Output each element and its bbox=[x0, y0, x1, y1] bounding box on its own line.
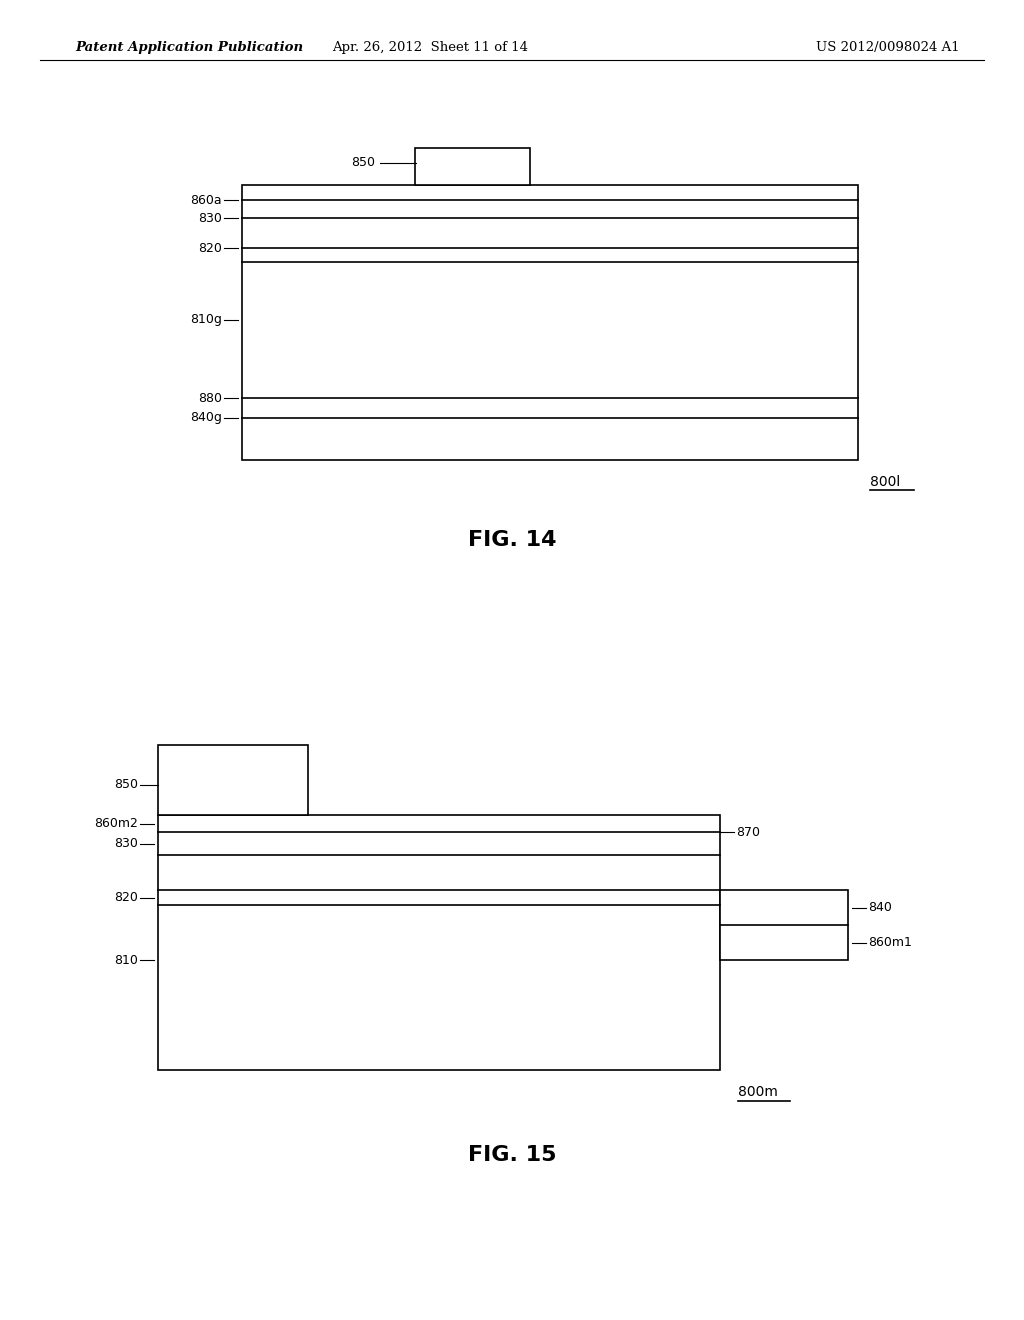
Bar bbox=[415, 148, 530, 185]
Text: 820: 820 bbox=[198, 242, 222, 255]
Text: 880: 880 bbox=[198, 392, 222, 404]
Text: FIG. 14: FIG. 14 bbox=[468, 531, 556, 550]
Text: 850: 850 bbox=[351, 157, 375, 169]
Bar bbox=[720, 890, 848, 960]
Text: 800m: 800m bbox=[738, 1085, 778, 1100]
Text: 860m2: 860m2 bbox=[94, 817, 138, 830]
Text: 840g: 840g bbox=[190, 412, 222, 425]
Bar bbox=[242, 185, 858, 459]
Text: 840: 840 bbox=[868, 902, 892, 913]
Text: FIG. 15: FIG. 15 bbox=[468, 1144, 556, 1166]
Text: 860a: 860a bbox=[190, 194, 222, 206]
Text: 810g: 810g bbox=[190, 314, 222, 326]
Bar bbox=[158, 744, 308, 814]
Text: 870: 870 bbox=[736, 825, 760, 838]
Text: 860m1: 860m1 bbox=[868, 936, 912, 949]
Text: Patent Application Publication: Patent Application Publication bbox=[75, 41, 303, 54]
Bar bbox=[158, 814, 720, 1071]
Text: 810: 810 bbox=[114, 953, 138, 966]
Text: 830: 830 bbox=[198, 211, 222, 224]
Text: 830: 830 bbox=[114, 837, 138, 850]
Text: 850: 850 bbox=[114, 779, 138, 792]
Text: 820: 820 bbox=[114, 891, 138, 904]
Text: 800l: 800l bbox=[870, 475, 900, 488]
Text: US 2012/0098024 A1: US 2012/0098024 A1 bbox=[816, 41, 961, 54]
Text: Apr. 26, 2012  Sheet 11 of 14: Apr. 26, 2012 Sheet 11 of 14 bbox=[332, 41, 528, 54]
